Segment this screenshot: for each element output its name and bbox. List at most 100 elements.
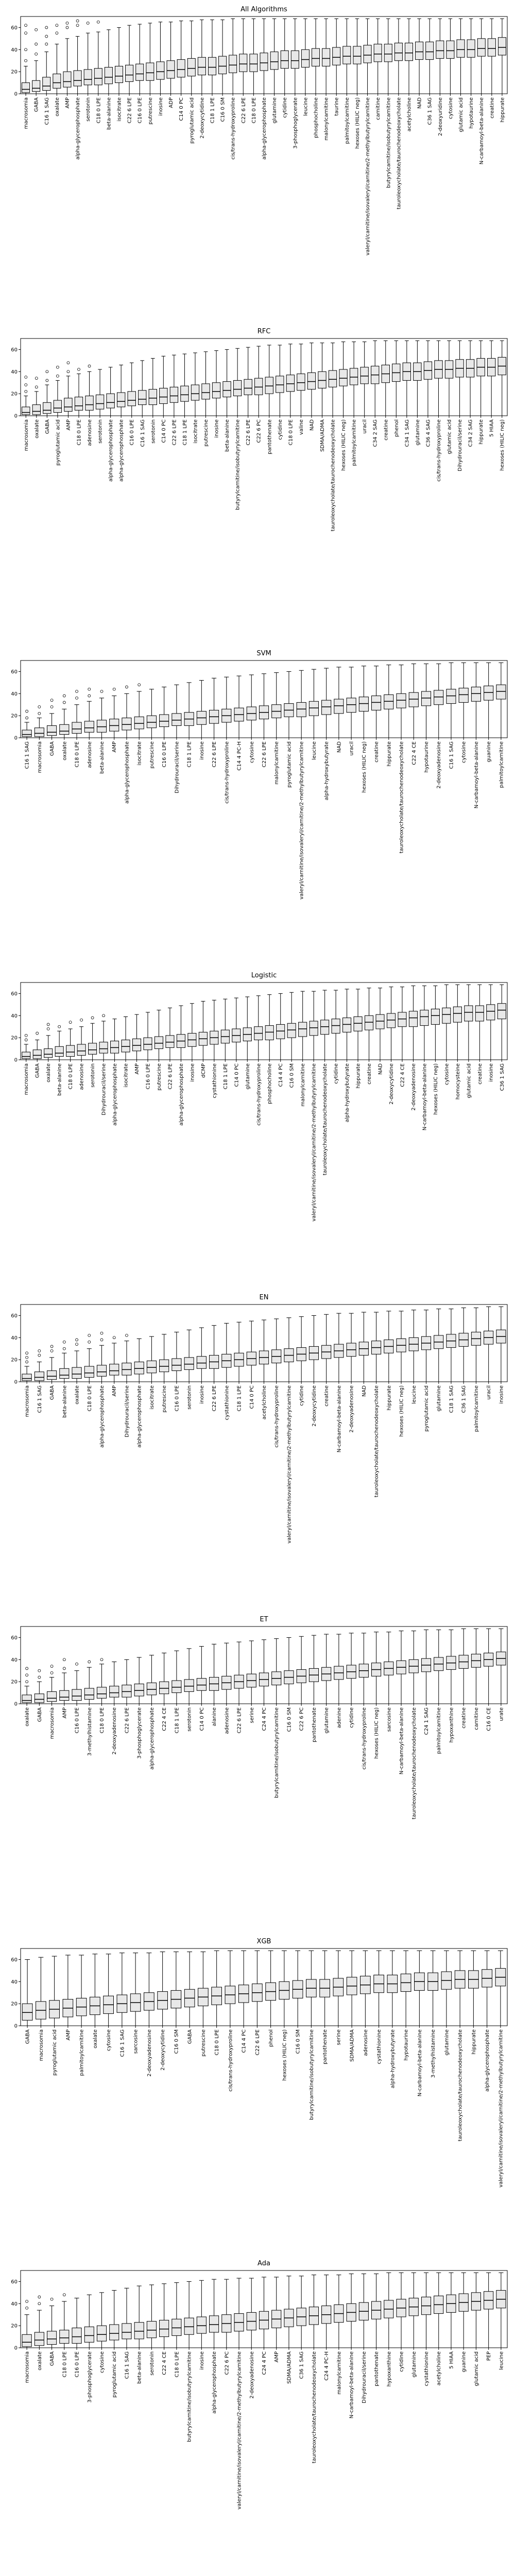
- box-33: [386, 987, 396, 1060]
- x-tick-label: alpha-glycerophosphate: [137, 1385, 143, 1448]
- x-tick-label: C16 1 SAG: [37, 1385, 43, 1413]
- x-tick-label: GABA: [187, 2029, 193, 2044]
- outlier-point: [24, 1038, 28, 1042]
- box-22: [249, 18, 258, 94]
- iqr-box: [66, 1045, 75, 1057]
- iqr-box: [146, 62, 154, 81]
- iqr-box: [44, 1048, 53, 1058]
- box-36: [402, 340, 411, 416]
- outlier-point: [62, 701, 66, 704]
- box-16: [191, 352, 200, 416]
- x-tick-label: alanine: [212, 1707, 217, 1726]
- x-tick-label: C14 0 PC: [199, 1707, 205, 1731]
- x-tick-label: tauroleoxycholate/taurochenodeoxycholate: [374, 1385, 380, 1497]
- x-tick-label: C14 0 PC: [179, 97, 184, 121]
- box-9: [116, 364, 126, 416]
- x-tick-label: cis/trans-hydroxyproline: [231, 97, 236, 160]
- iqr-box: [331, 1019, 340, 1034]
- box-12: [148, 358, 157, 416]
- box-37: [484, 2272, 494, 2348]
- outlier-point: [66, 370, 70, 374]
- x-tick-label: butyrylcarnitine/isobutyrylcarnitine: [309, 2029, 315, 2120]
- x-tick-label: pyroglutamic acid: [286, 741, 292, 788]
- box-21: [284, 1317, 294, 1382]
- x-tick-label: dCMP: [201, 1063, 207, 1078]
- box-15: [180, 353, 189, 416]
- iqr-box: [328, 370, 337, 387]
- x-tick-label: taurine: [334, 97, 340, 116]
- x-tick-label: C14 0 PC: [234, 1063, 239, 1087]
- iqr-box: [73, 70, 82, 87]
- x-tick-label: 2-deoxyadenosine: [436, 741, 442, 789]
- box-11: [138, 360, 147, 416]
- x-tick-label: leucine: [303, 97, 308, 116]
- iqr-box: [298, 1022, 307, 1037]
- box-13: [184, 1329, 194, 1382]
- iqr-box: [22, 1694, 32, 1703]
- iqr-box: [363, 45, 372, 63]
- box-2: [43, 370, 52, 416]
- box-14: [176, 1005, 185, 1060]
- box-19: [218, 19, 227, 94]
- x-tick-label: uracil: [362, 419, 368, 434]
- box-15: [209, 677, 219, 738]
- iqr-box: [166, 60, 175, 79]
- iqr-box: [134, 1361, 144, 1375]
- iqr-box: [464, 1005, 473, 1022]
- iqr-box: [396, 693, 406, 708]
- box-35: [458, 2272, 469, 2348]
- box-20: [243, 996, 252, 1060]
- box-25: [360, 1950, 371, 2026]
- x-tick-label: C18 0 LPE: [76, 419, 82, 445]
- outlier-point: [25, 1355, 29, 1359]
- iqr-box: [453, 1006, 462, 1023]
- box-21: [306, 1950, 317, 2026]
- iqr-box: [59, 1690, 70, 1701]
- x-tick-label: inosine: [199, 1385, 205, 1404]
- outlier-point: [45, 370, 49, 374]
- box-7: [116, 1953, 128, 2026]
- x-tick-label: acetylcholine: [436, 2351, 442, 2385]
- x-tick-label: macrosomia: [37, 741, 43, 773]
- x-tick-label: alpha-glycerophosphate: [119, 419, 125, 482]
- box-17: [234, 2278, 244, 2348]
- outlier-point: [25, 716, 29, 720]
- iqr-box: [109, 2324, 119, 2341]
- box-37: [484, 1628, 494, 1704]
- iqr-box: [184, 1357, 194, 1370]
- iqr-box: [132, 1038, 142, 1052]
- box-19: [232, 997, 241, 1060]
- box-14: [169, 354, 179, 416]
- x-tick-label: putrescine: [149, 741, 155, 769]
- axes-frame: [20, 338, 508, 416]
- x-tick-label: oxalate: [55, 97, 60, 116]
- iqr-box: [109, 719, 119, 732]
- iqr-box: [290, 50, 299, 69]
- box-20: [233, 348, 242, 416]
- box-38: [496, 662, 506, 738]
- box-20: [271, 1318, 282, 1382]
- box-16: [187, 21, 196, 94]
- x-tick-label: C16 0 LPE: [129, 419, 135, 445]
- x-tick-label: hippurate: [356, 1063, 362, 1088]
- x-tick-label: C16 1 SAG: [124, 2351, 130, 2379]
- y-tick-label: 20: [11, 70, 18, 75]
- box-10: [125, 25, 134, 94]
- iqr-box: [43, 402, 52, 414]
- iqr-box: [83, 69, 92, 86]
- box-35: [458, 1307, 469, 1382]
- box-15: [187, 1003, 197, 1060]
- box-46: [497, 18, 506, 94]
- box-20: [292, 1950, 303, 2026]
- x-tick-label: leucine: [499, 2351, 504, 2370]
- box-35: [384, 18, 392, 94]
- outlier-point: [112, 1336, 116, 1340]
- outlier-point: [24, 1033, 28, 1037]
- x-tick-label: inosine: [199, 741, 205, 760]
- x-tick-label: hexoses (HILIC neg): [500, 419, 505, 471]
- iqr-box: [212, 382, 221, 399]
- x-tick-label: C16 0 SM: [220, 97, 226, 122]
- box-33: [434, 663, 444, 738]
- x-tick-label: tauroleoxycholate/taurochenodeoxycholate: [331, 419, 336, 531]
- x-tick-label: pantothenate: [312, 1707, 317, 1742]
